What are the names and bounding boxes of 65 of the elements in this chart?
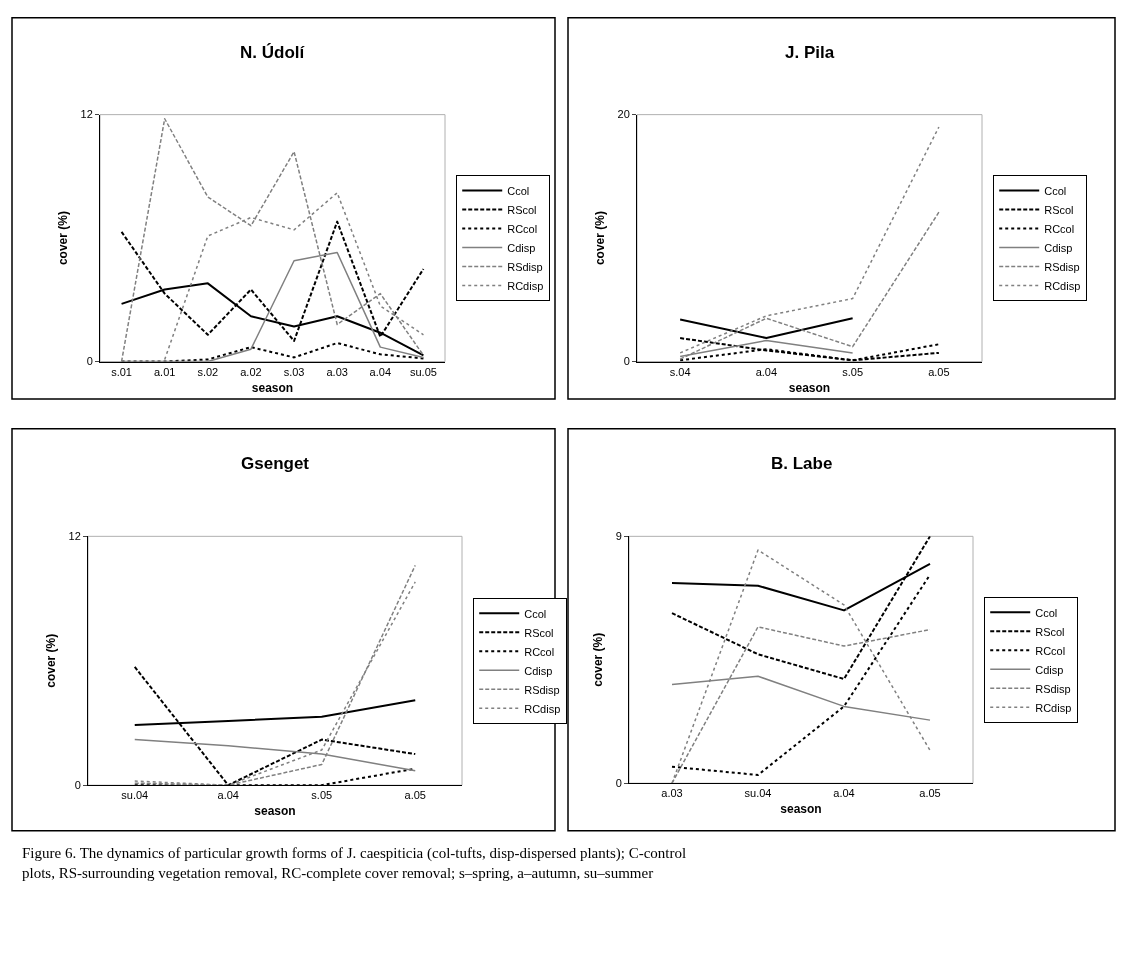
- legend-label: Cdisp: [507, 241, 536, 254]
- y-axis-title: cover (%): [592, 211, 607, 266]
- legend-label: RSdisp: [1035, 682, 1071, 695]
- x-tick-label: s.05: [842, 365, 864, 378]
- x-tick-label: su.04: [744, 787, 772, 800]
- legend-label: RCcol: [507, 222, 538, 235]
- legend-label: RCdisp: [1035, 701, 1072, 714]
- chart-title: N. Údolí: [240, 43, 306, 62]
- legend-label: RSdisp: [1044, 260, 1080, 273]
- x-axis-title: season: [251, 380, 294, 395]
- y-axis-title: cover (%): [590, 632, 605, 687]
- x-tick-label: a.03: [326, 365, 348, 378]
- legend-label: RScol: [1044, 203, 1074, 216]
- x-tick-label: a.04: [755, 365, 778, 378]
- legend-label: RScol: [1035, 625, 1065, 638]
- y-tick-label: 12: [80, 108, 93, 121]
- x-tick-label: s.03: [283, 365, 305, 378]
- x-tick-label: a.04: [217, 789, 239, 802]
- x-tick-label: a.01: [153, 365, 176, 378]
- x-tick-label: su.04: [121, 789, 149, 802]
- legend-label: RCcol: [1035, 644, 1066, 657]
- x-axis-title: season: [780, 802, 822, 817]
- legend-label: RSdisp: [524, 683, 560, 696]
- x-tick-label: s.01: [111, 365, 132, 378]
- y-axis-title: cover (%): [43, 633, 58, 688]
- chart-title: J. Pila: [785, 43, 835, 62]
- legend-label: RSdisp: [507, 260, 543, 273]
- y-tick-label: 12: [68, 530, 81, 543]
- legend-label: Ccol: [1035, 606, 1058, 619]
- x-tick-label: su.05: [409, 365, 437, 378]
- x-tick-label: a.04: [833, 787, 855, 800]
- y-axis-title: cover (%): [55, 211, 70, 266]
- x-tick-label: s.05: [311, 789, 333, 802]
- legend-label: Ccol: [507, 184, 530, 197]
- x-tick-label: s.04: [669, 365, 691, 378]
- y-tick-label: 0: [615, 777, 622, 790]
- y-tick-label: 9: [615, 530, 622, 543]
- x-tick-label: s.02: [197, 365, 219, 378]
- y-tick-label: 0: [74, 779, 81, 792]
- legend-label: RScol: [507, 203, 537, 216]
- x-tick-label: a.05: [928, 365, 950, 378]
- x-tick-label: a.03: [661, 787, 683, 800]
- y-tick-label: 0: [86, 355, 93, 368]
- x-tick-label: a.04: [369, 365, 392, 378]
- x-tick-label: a.02: [240, 365, 262, 378]
- legend-label: RCcol: [1044, 222, 1075, 235]
- x-axis-title: season: [254, 804, 296, 819]
- y-tick-label: 0: [623, 355, 630, 368]
- legend-label: Cdisp: [1035, 663, 1064, 676]
- legend-label: Cdisp: [524, 664, 553, 677]
- legend-label: Ccol: [1044, 184, 1067, 197]
- x-tick-label: a.05: [919, 787, 941, 800]
- legend-label: RScol: [524, 626, 554, 639]
- y-tick-label: 20: [617, 108, 630, 121]
- x-axis-title: season: [788, 380, 831, 395]
- chart-title: B. Labe: [771, 454, 833, 473]
- caption: Figure 6. The dynamics of particular growth forms of J. caespiticia (col-tufts, disp-dispersed plants); C-control plots, RS-surrounding vegetation removal, RC-complete cover removal; s–spring, a–autumn, su–summer: [22, 845, 687, 881]
- legend-label: RCcol: [524, 645, 555, 658]
- legend-label: RCdisp: [524, 702, 561, 715]
- chart-title: Gsenget: [241, 454, 310, 473]
- x-tick-label: a.05: [404, 789, 426, 802]
- legend-label: Cdisp: [1044, 241, 1073, 254]
- legend-label: Ccol: [524, 607, 547, 620]
- legend-label: RCdisp: [1044, 279, 1081, 292]
- legend-label: RCdisp: [507, 279, 544, 292]
